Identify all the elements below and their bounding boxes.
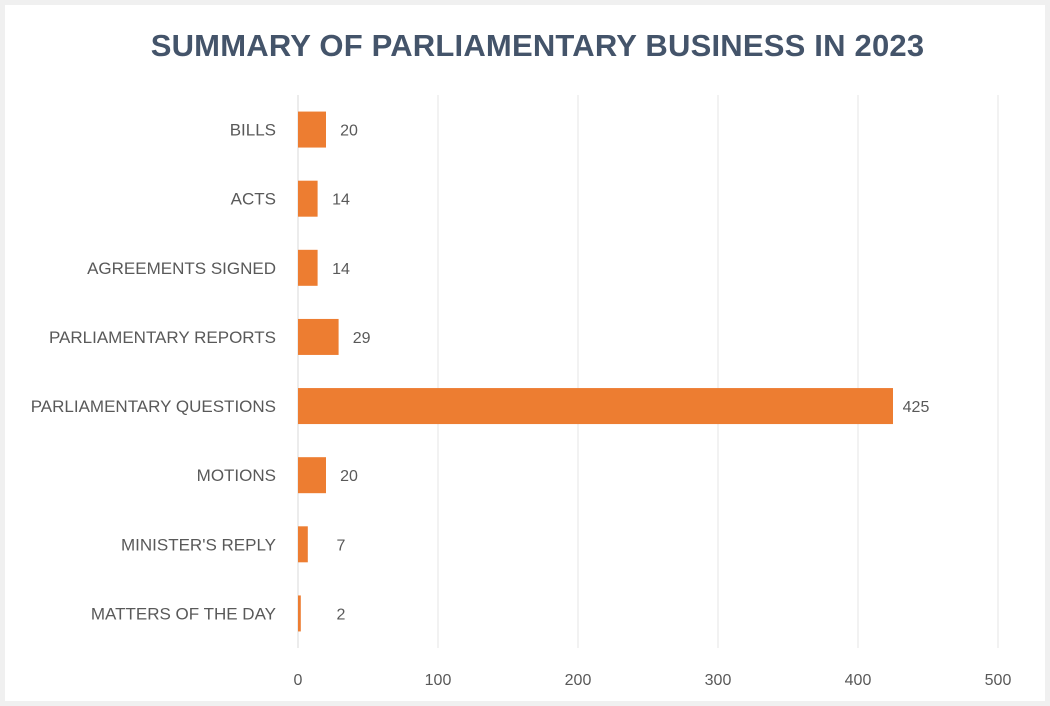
bar-0 — [298, 111, 326, 148]
value-label-7: 2 — [337, 606, 346, 623]
bar-6 — [298, 526, 308, 563]
category-label-7: MATTERS OF THE DAY — [91, 604, 276, 623]
x-tick-label-400: 400 — [845, 672, 872, 689]
value-label-3: 29 — [353, 330, 371, 347]
x-tick-label-300: 300 — [705, 672, 732, 689]
bar-4 — [298, 388, 893, 425]
category-label-5: MOTIONS — [197, 466, 276, 485]
category-label-4: PARLIAMENTARY QUESTIONS — [31, 397, 276, 416]
bar-1 — [298, 180, 318, 217]
chart-panel — [5, 5, 1045, 701]
x-tick-label-100: 100 — [425, 672, 452, 689]
category-label-1: ACTS — [231, 190, 276, 209]
gridlines — [297, 95, 999, 648]
value-labels: 20 14 14 29 425 20 7 2 — [332, 123, 929, 624]
category-labels: BILLS ACTS AGREEMENTS SIGNED PARLIAMENTARY … — [31, 121, 276, 624]
x-tick-label-200: 200 — [565, 672, 592, 689]
chart-title: SUMMARY OF PARLIAMENTARY BUSINESS IN 202… — [150, 28, 925, 63]
category-label-2: AGREEMENTS SIGNED — [87, 259, 276, 278]
bars — [298, 111, 893, 632]
x-tick-label-500: 500 — [985, 672, 1012, 689]
value-label-1: 14 — [332, 192, 350, 209]
bar-7 — [298, 595, 301, 632]
x-tick-label-0: 0 — [294, 672, 303, 689]
category-label-6: MINISTER'S REPLY — [121, 535, 276, 554]
value-label-0: 20 — [340, 123, 358, 140]
bar-3 — [298, 318, 339, 355]
bar-5 — [298, 457, 326, 494]
category-label-0: BILLS — [230, 121, 276, 140]
value-label-6: 7 — [337, 537, 346, 554]
value-label-2: 14 — [332, 261, 350, 278]
value-label-5: 20 — [340, 468, 358, 485]
bar-2 — [298, 249, 318, 286]
value-label-4: 425 — [903, 399, 930, 416]
x-axis-tick-labels: 0 100 200 300 400 500 — [294, 672, 1012, 689]
category-label-3: PARLIAMENTARY REPORTS — [49, 328, 276, 347]
